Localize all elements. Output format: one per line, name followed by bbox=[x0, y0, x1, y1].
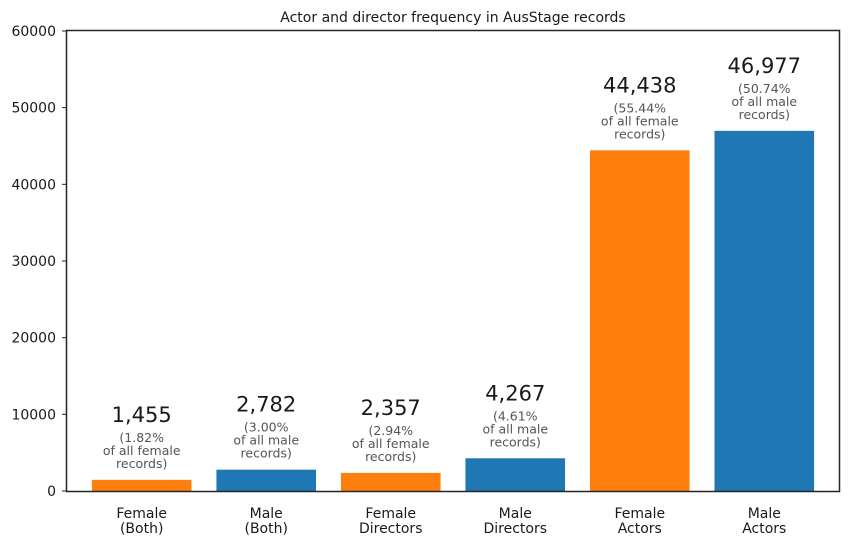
data-label-percent: (3.00% bbox=[244, 420, 289, 435]
data-label-count: 1,455 bbox=[112, 403, 172, 427]
data-label-percent: records) bbox=[365, 449, 416, 464]
data-label-percent: (55.44% bbox=[614, 100, 667, 115]
y-tick-label: 60000 bbox=[11, 24, 56, 40]
bar bbox=[91, 479, 192, 491]
data-label-percent: (1.82% bbox=[119, 430, 164, 445]
x-tick-label: Actors bbox=[742, 521, 786, 537]
y-tick-label: 50000 bbox=[11, 101, 56, 117]
data-label-percent: (4.61% bbox=[493, 408, 538, 423]
data-label-percent: of all male bbox=[482, 421, 548, 436]
chart-title: Actor and director frequency in AusStage… bbox=[280, 10, 625, 26]
data-label-count: 44,438 bbox=[603, 73, 676, 97]
data-label-count: 46,977 bbox=[728, 54, 801, 78]
x-tick-label: Male bbox=[250, 506, 283, 522]
y-tick-label: 10000 bbox=[11, 407, 56, 423]
y-tick-label: 20000 bbox=[11, 331, 56, 347]
y-tick-label: 40000 bbox=[11, 177, 56, 193]
data-label-percent: (50.74% bbox=[738, 81, 791, 96]
data-label-percent: of all male bbox=[233, 433, 299, 448]
x-tick-label: (Both) bbox=[244, 521, 287, 537]
data-label-percent: (2.94% bbox=[368, 423, 413, 438]
data-label-count: 4,267 bbox=[485, 381, 545, 405]
x-tick-label: Female bbox=[614, 506, 665, 522]
data-label-percent: records) bbox=[490, 434, 541, 449]
data-label-percent: records) bbox=[241, 446, 292, 461]
bar bbox=[216, 469, 317, 491]
data-label-count: 2,357 bbox=[361, 396, 421, 420]
data-label-percent: of all female bbox=[103, 443, 181, 458]
y-tick-label: 0 bbox=[47, 484, 56, 500]
x-tick-label: Female bbox=[365, 506, 416, 522]
x-tick-label: Male bbox=[499, 506, 532, 522]
data-label-percent: records) bbox=[739, 107, 790, 122]
data-label-percent: of all female bbox=[352, 436, 430, 451]
data-label-percent: records) bbox=[116, 456, 167, 471]
plot-frame bbox=[65, 29, 841, 493]
bar bbox=[714, 130, 815, 491]
y-tick-label: 30000 bbox=[11, 254, 56, 270]
x-tick-label: Female bbox=[116, 506, 167, 522]
data-label-percent: records) bbox=[614, 126, 665, 141]
x-tick-label: Directors bbox=[359, 521, 423, 537]
x-tick-label: Directors bbox=[483, 521, 547, 537]
data-label-percent: of all male bbox=[731, 94, 797, 109]
x-tick-label: (Both) bbox=[120, 521, 163, 537]
bar bbox=[465, 458, 566, 491]
data-label-count: 2,782 bbox=[236, 393, 296, 417]
x-tick-label: Male bbox=[748, 506, 781, 522]
bar bbox=[340, 472, 441, 491]
x-tick-label: Actors bbox=[618, 521, 662, 537]
data-label-percent: of all female bbox=[601, 113, 679, 128]
bar bbox=[589, 150, 690, 492]
